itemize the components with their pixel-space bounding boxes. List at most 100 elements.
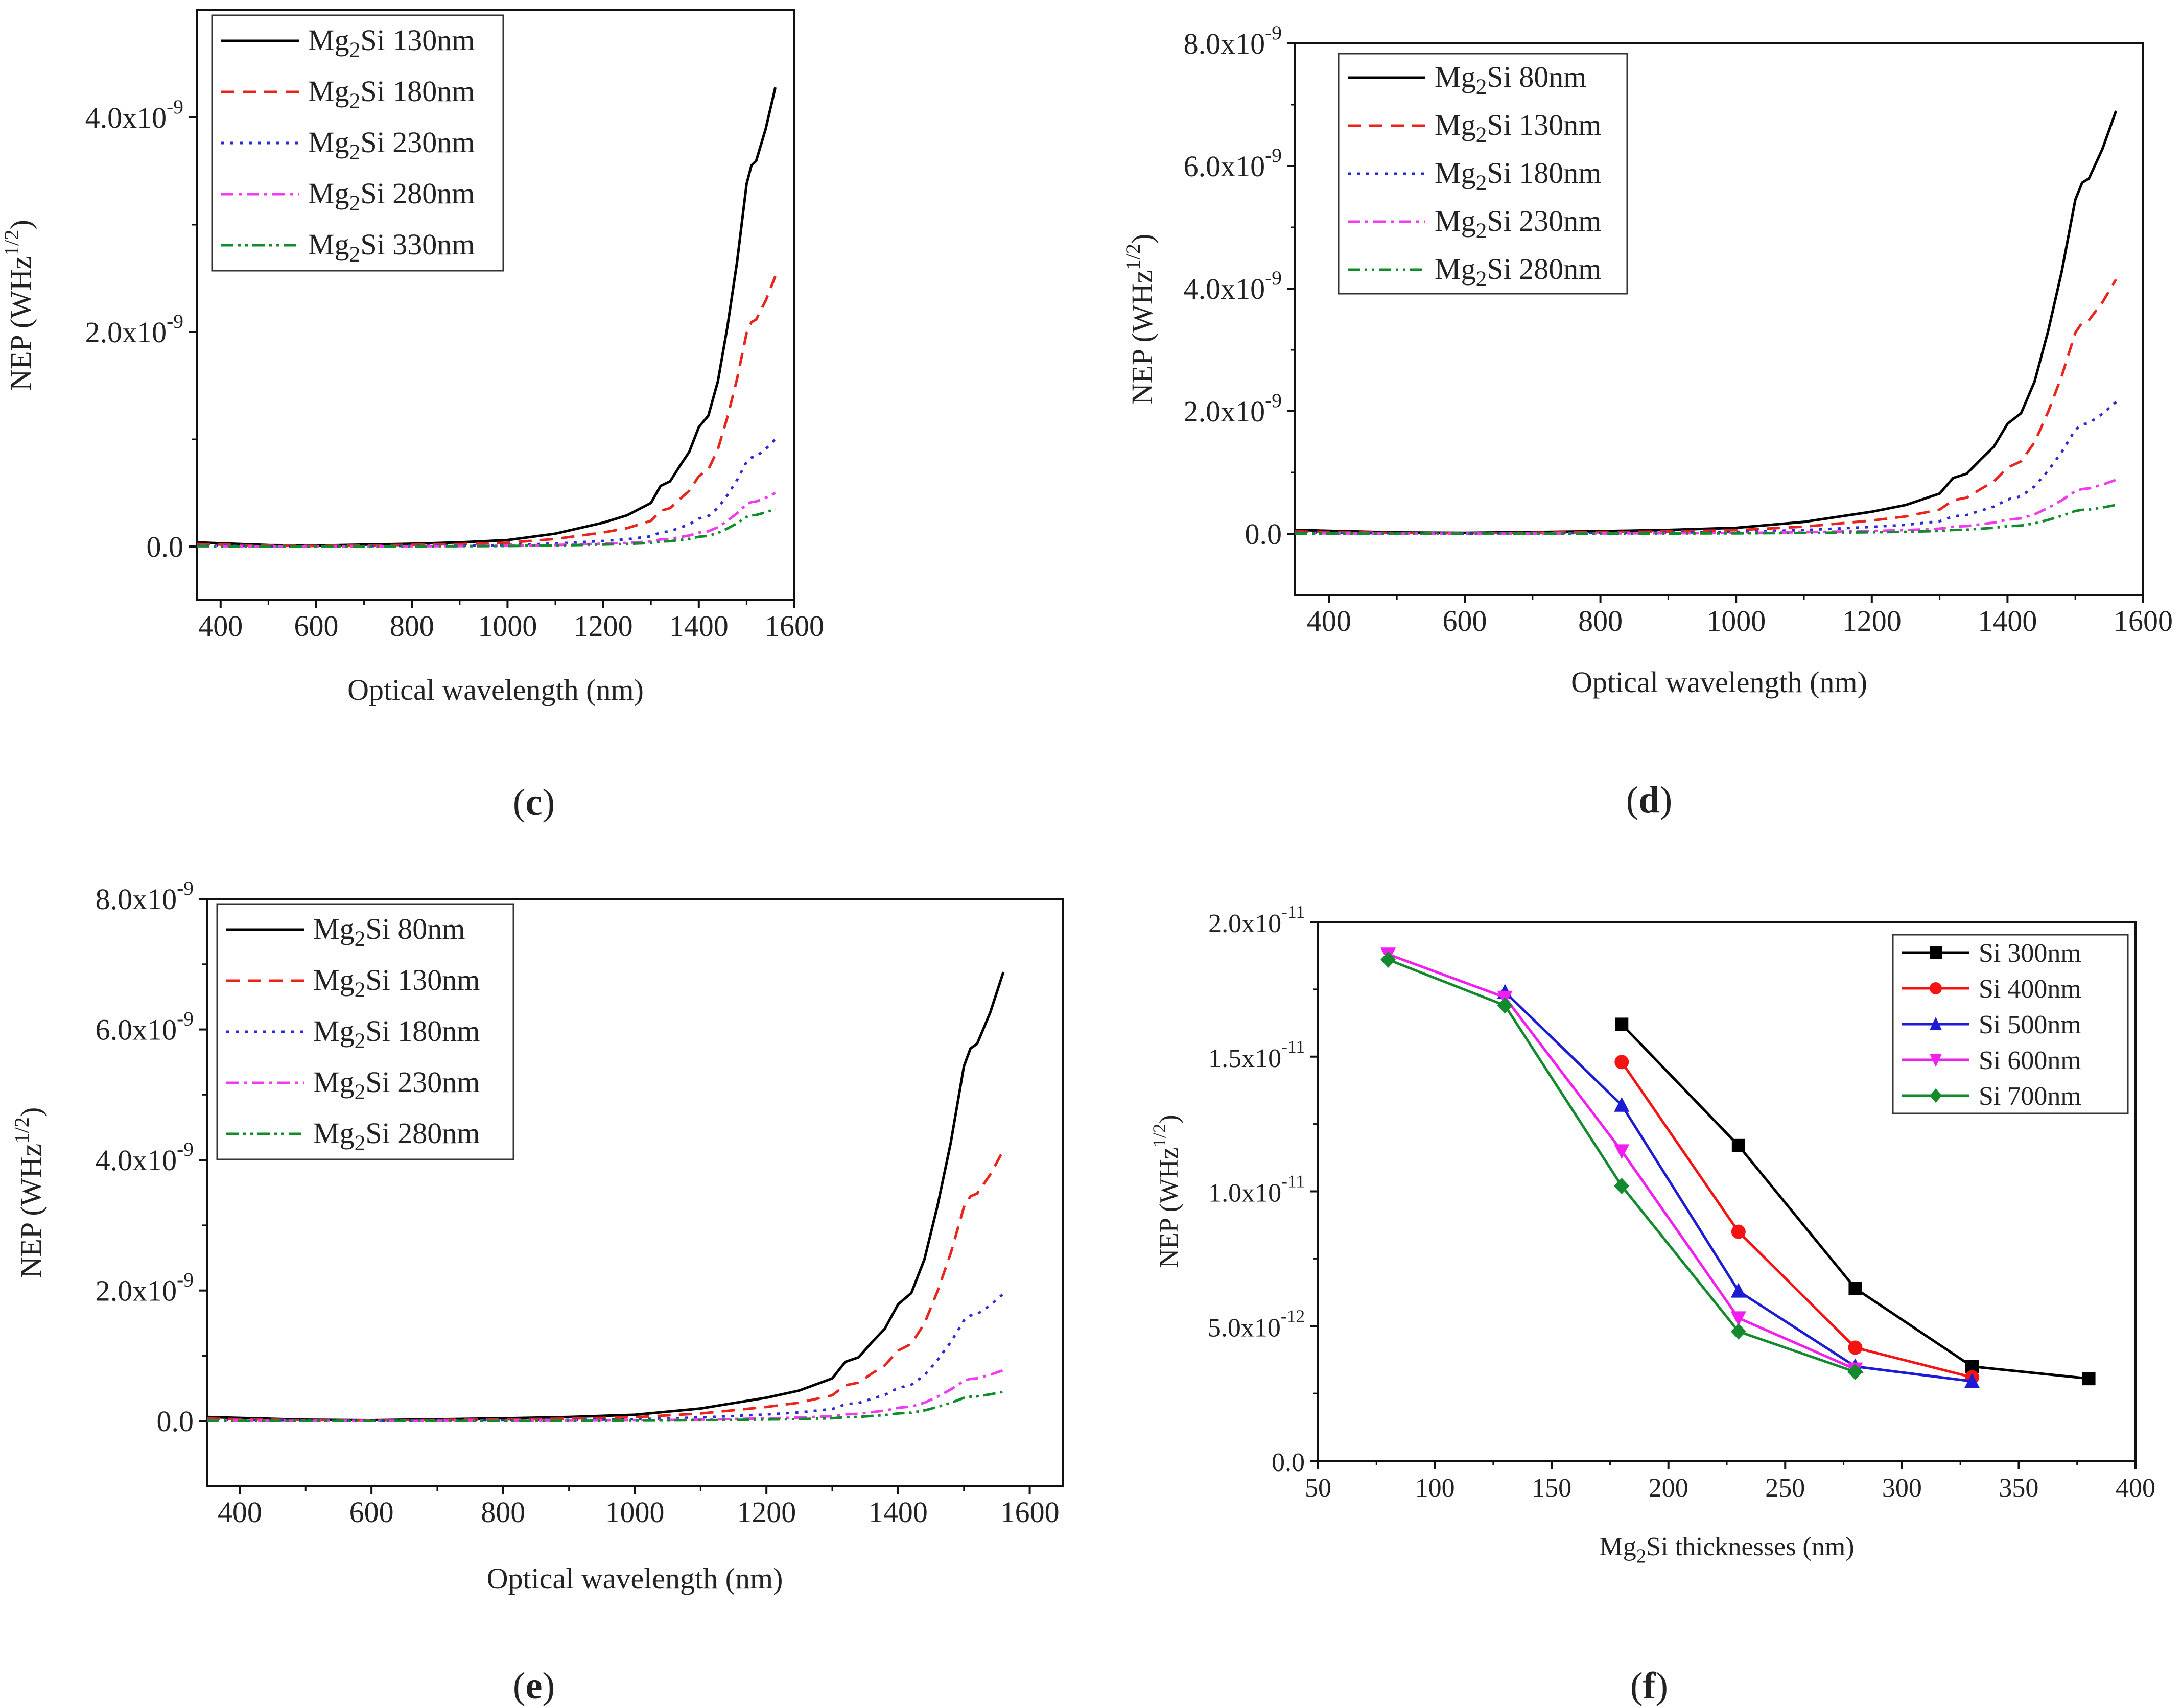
x-tick-label: 250 [1765,1474,1805,1503]
legend-label-subscript: 2 [355,1029,366,1053]
y-tick-label: 8.0x10-9 [96,877,194,916]
legend-label-part: Mg [313,912,355,945]
legend-label-part: Mg [313,1014,355,1048]
y-tick-label: 2.0x10-9 [96,1269,194,1308]
legend-item: Si 700nm [1902,1082,2081,1111]
legend-label-part: Si 280nm [365,1117,480,1150]
legend-label: Mg2Si 230nm [308,126,475,164]
x-tick-label: 800 [1578,604,1623,637]
legend-label: Mg2Si 80nm [1435,60,1586,99]
data-point [1614,1055,1629,1070]
legend-label-subscript: 2 [1476,75,1487,99]
legend-label-part: Si 130nm [360,23,475,57]
y-tick-exponent: -11 [1281,1171,1305,1192]
legend-label-subscript: 2 [1476,267,1487,291]
x-tick-label: 600 [349,1496,394,1529]
legend-item: Mg2Si 80nm [226,912,465,951]
y-axis-title: NEP (WHz1/2) [10,1107,48,1278]
x-tick-label: 1200 [737,1496,796,1529]
data-point [1731,1138,1745,1152]
y-tick-label: 6.0x10-9 [96,1008,194,1047]
legend-label-subscript: 2 [355,1080,366,1104]
data-point [1730,1311,1746,1326]
x-tick-label: 150 [1532,1474,1571,1503]
legend-label-part: Mg [1435,204,1476,238]
legend-label-part: Mg [1435,60,1476,93]
y-tick-label: 1.0x10-11 [1208,1171,1305,1208]
legend-marker [1930,1017,1942,1030]
legend-item: Si 400nm [1902,975,2081,1004]
x-tick-label: 1000 [605,1496,665,1529]
legend-label: Si 700nm [1979,1082,2081,1111]
y-axis-title-superscript: 1/2 [0,229,23,256]
legend-label: Mg2Si 130nm [1435,108,1601,147]
y-tick-label: 0.0 [1272,1448,1305,1477]
x-axis-title: Optical wavelength (nm) [347,673,644,706]
y-tick-exponent: -9 [1265,21,1282,44]
data-point [1614,1144,1630,1159]
x-tick-label: 1400 [669,609,729,643]
chart-panel-d: 400 600 800 1000 1200 1400 16000.02.0x10-94.0x… [1121,21,2173,821]
panel-label: (d) [1626,779,1672,821]
legend-label: Si 500nm [1979,1010,2081,1039]
legend-item: Mg2Si 80nm [1348,60,1586,99]
legend-label-part: Si 130nm [365,963,480,997]
legend-label-part: Mg [308,23,349,57]
x-tick-label: 100 [1415,1474,1455,1503]
legend-label-subscript: 2 [355,1131,366,1155]
data-point [1730,1323,1746,1340]
y-tick-mantissa: 4.0x10 [96,1144,177,1177]
legend-label: Mg2Si 330nm [308,228,475,267]
x-tick-label: 1200 [574,609,633,643]
y-tick-label: 1.5x10-11 [1208,1036,1305,1073]
y-tick-mantissa: 1.5x10 [1208,1044,1281,1073]
legend-label-subscript: 2 [355,978,366,1002]
x-axis-title-part: Si thicknesses (nm) [1646,1532,1854,1561]
legend-label-part: Mg [313,1065,355,1099]
x-tick-label: 350 [1999,1474,2038,1503]
data-point [1731,1224,1746,1239]
legend-marker [1930,1088,1942,1103]
y-tick-mantissa: 0.0 [157,1405,194,1438]
series-line-4 [1295,479,2117,535]
data-point [1964,1373,1980,1388]
data-point [1614,1177,1630,1194]
legend-item: Mg2Si 230nm [221,126,475,164]
data-point [1730,1283,1746,1298]
y-tick-label: 0.0 [157,1405,194,1438]
x-axis-title: Optical wavelength (nm) [1571,666,1867,699]
panel-label-letter: e [526,1665,543,1707]
y-axis-title-superscript: 1/2 [10,1117,33,1144]
legend-label-subscript: 2 [1476,123,1487,147]
y-tick-label: 5.0x10-12 [1208,1306,1305,1342]
y-tick-mantissa: 4.0x10 [1184,272,1265,305]
panel-label-paren: ( [513,1665,526,1707]
series-line-4 [207,1369,1004,1422]
y-axis-title-part: ) [4,220,37,229]
y-tick-mantissa: 5.0x10 [1208,1313,1281,1342]
plot-area [197,87,777,548]
y-tick-mantissa: 1.0x10 [1208,1179,1281,1208]
panel-label: (f) [1630,1665,1668,1707]
legend-label-part: Mg [308,126,349,159]
panel-label-letter: d [1638,779,1659,821]
legend-label-part: Si 280nm [1487,252,1601,286]
panel-label: (e) [513,1665,555,1707]
series-line-2 [1621,1061,1973,1379]
legend-label-part: Si 330nm [360,228,475,261]
y-tick-exponent: -9 [177,1008,194,1030]
legend-marker [1930,1054,1942,1067]
y-tick-label: 4.0x10-9 [1184,267,1282,305]
y-tick-exponent: -9 [167,310,183,333]
x-axis-title-part: Mg [1599,1532,1636,1561]
data-point [1848,1282,1862,1295]
legend-item: Mg2Si 180nm [1348,156,1601,195]
y-tick-mantissa: 0.0 [1245,517,1282,551]
y-tick-exponent: -9 [1265,267,1282,289]
y-tick-exponent: -11 [1281,902,1305,922]
y-axis-title-part: NEP (WHz [14,1144,48,1278]
series-line-5 [197,508,776,548]
